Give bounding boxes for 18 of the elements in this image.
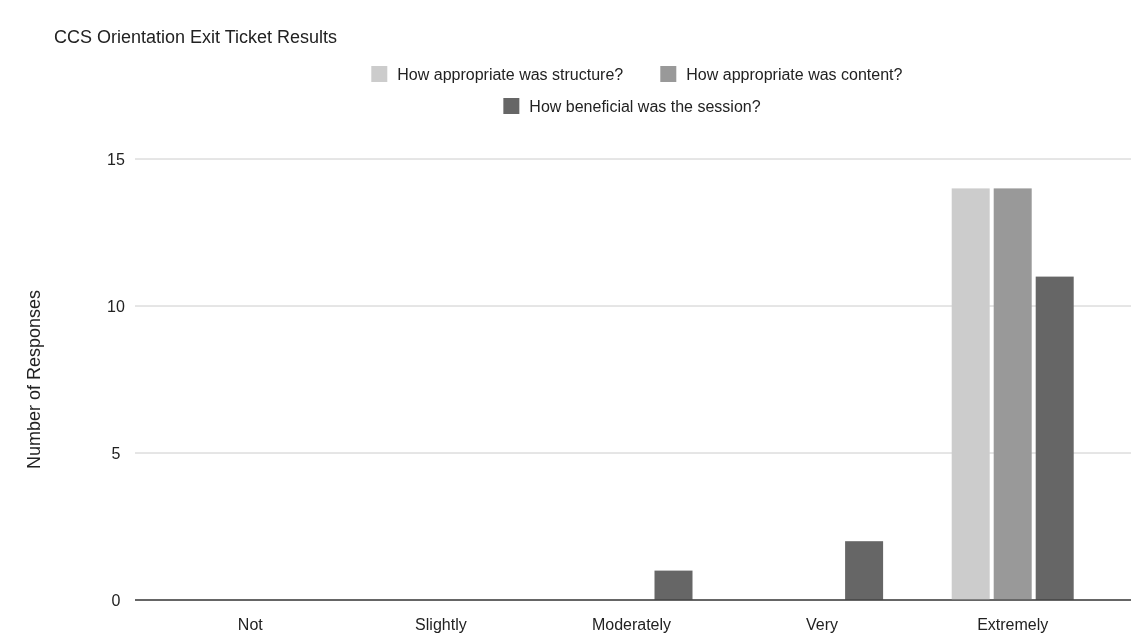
bar: [845, 541, 884, 600]
legend-label: How beneficial was the session?: [529, 98, 761, 115]
chart-title: CCS Orientation Exit Ticket Results: [54, 27, 338, 47]
x-tick-label: Very: [806, 616, 839, 633]
legend-label: How appropriate was structure?: [397, 66, 624, 83]
bar: [654, 570, 693, 600]
x-tick-label: Not: [237, 616, 264, 633]
y-tick-label: 5: [111, 444, 121, 462]
bar: [1035, 276, 1074, 600]
x-tick-label: Moderately: [591, 616, 672, 633]
y-axis-title: Number of Responses: [24, 289, 44, 470]
y-tick-label: 0: [111, 591, 121, 609]
y-tick-label: 10: [107, 297, 125, 315]
bar: [993, 188, 1032, 600]
legend-label: How appropriate was content?: [686, 66, 903, 83]
y-tick-label: 15: [107, 150, 125, 168]
x-tick-label: Extremely: [977, 616, 1049, 633]
x-tick-label: Slightly: [415, 616, 467, 633]
